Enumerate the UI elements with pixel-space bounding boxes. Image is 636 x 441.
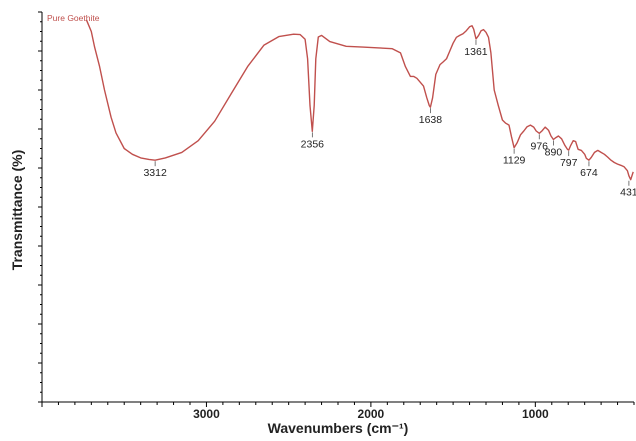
- series-line-0: [85, 19, 634, 181]
- x-tick-label: 1000: [522, 407, 549, 421]
- peak-label: 890: [545, 147, 563, 159]
- legend-series-name: Pure Goethite: [47, 13, 100, 23]
- peak-label: 431: [620, 187, 636, 199]
- peak-label: 976: [531, 140, 549, 152]
- y-axis-label: Transmittance (%): [9, 150, 25, 271]
- peak-label: 1638: [419, 114, 443, 126]
- x-axis-ticks: 3000 2000 1000: [41, 402, 635, 421]
- plot-axes: [41, 12, 634, 403]
- peak-label: 1361: [464, 46, 488, 58]
- x-axis-label: Wavenumbers (cm⁻¹): [268, 420, 409, 436]
- peak-label: 1129: [503, 155, 526, 167]
- x-tick-label: 3000: [193, 407, 220, 421]
- x-tick-label: 2000: [358, 407, 385, 421]
- series-layer: [85, 19, 634, 181]
- peak-label: 674: [580, 167, 598, 179]
- y-axis-ticks: [38, 11, 42, 403]
- peak-label: 2356: [301, 138, 325, 150]
- peak-label: 797: [560, 157, 578, 169]
- peak-label: 3312: [143, 167, 167, 179]
